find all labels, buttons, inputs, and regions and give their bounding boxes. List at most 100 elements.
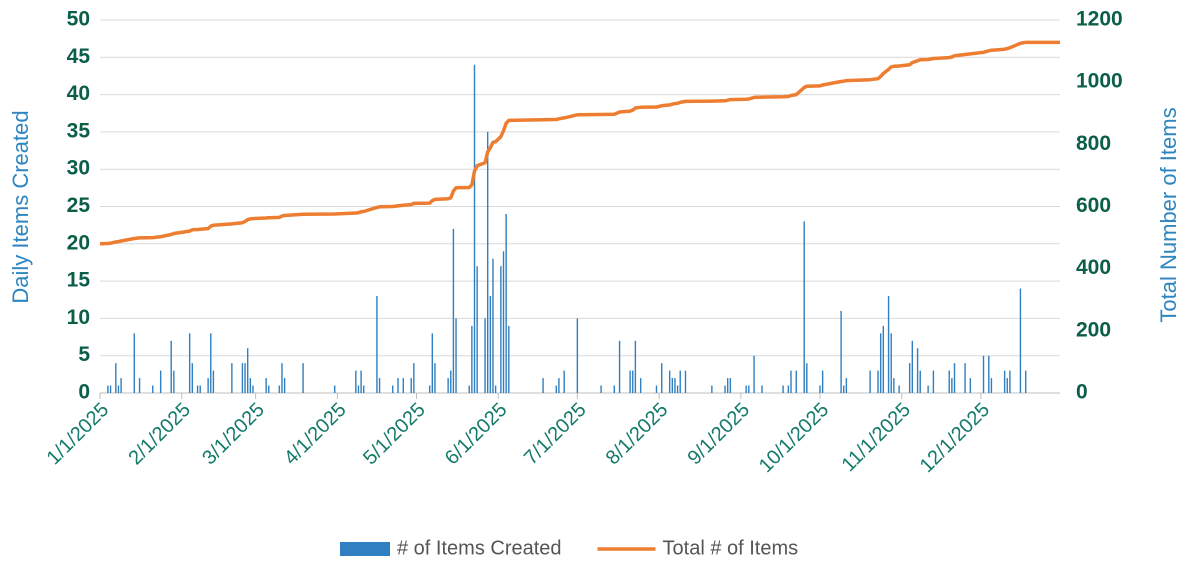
bar: [447, 378, 449, 393]
bar: [969, 378, 972, 393]
y2-tick-label: 1200: [1076, 8, 1123, 31]
bar: [109, 385, 112, 393]
bar: [932, 370, 935, 393]
bar: [982, 355, 985, 393]
bar: [117, 385, 120, 393]
bar: [191, 363, 194, 393]
bar: [887, 296, 890, 393]
bar: [951, 378, 953, 393]
y-tick-label: 30: [67, 157, 90, 180]
bar: [542, 378, 544, 393]
bar: [953, 363, 956, 393]
x-tick-label: 6/1/2025: [441, 399, 512, 470]
bar: [207, 378, 209, 393]
bar: [334, 385, 336, 393]
bar: [1019, 288, 1022, 393]
bar: [919, 370, 921, 393]
bar: [671, 378, 674, 393]
bar: [159, 370, 162, 393]
legend-label: # of Items Created: [397, 537, 562, 559]
bar: [668, 370, 671, 393]
bar: [927, 385, 929, 393]
x-tick-label: 4/1/2025: [280, 399, 351, 470]
bar: [795, 370, 797, 393]
y-tick-label: 5: [78, 343, 90, 366]
bar: [711, 385, 713, 393]
bar: [212, 370, 215, 393]
y2-tick-label: 400: [1076, 256, 1111, 279]
bar: [869, 370, 871, 393]
bar: [489, 296, 492, 393]
bar: [819, 385, 821, 393]
bar: [494, 385, 497, 393]
bar: [1003, 370, 1006, 393]
bar: [911, 340, 914, 393]
bar: [468, 385, 470, 393]
x-tick-label: 5/1/2025: [359, 399, 430, 470]
x-tick-label: 8/1/2025: [602, 399, 673, 470]
bar: [173, 370, 175, 393]
bar: [600, 385, 602, 393]
y2-tick-label: 800: [1076, 132, 1111, 155]
bar: [397, 378, 399, 393]
bar: [115, 363, 117, 393]
bar: [376, 296, 378, 393]
bar: [840, 310, 842, 393]
bar: [484, 318, 486, 393]
y2-tick-label: 0: [1076, 381, 1088, 404]
bar: [410, 378, 412, 393]
bar: [555, 385, 557, 393]
x-tick-label: 1/1/2025: [43, 399, 114, 470]
bar: [729, 378, 732, 393]
bar: [508, 325, 510, 393]
bar: [787, 385, 790, 393]
bar: [908, 363, 911, 393]
bar: [761, 385, 763, 393]
bar: [133, 333, 135, 393]
y-tick-label: 0: [78, 381, 90, 404]
bar: [357, 385, 360, 393]
bar: [676, 385, 679, 393]
bar: [558, 378, 560, 393]
x-tick-label: 12/1/2025: [916, 399, 994, 477]
bar: [782, 385, 784, 393]
bar: [916, 348, 919, 393]
bar: [890, 333, 892, 393]
bar: [360, 370, 362, 393]
bar: [893, 378, 895, 393]
bar: [845, 378, 848, 393]
bar: [790, 370, 792, 393]
bar: [806, 363, 808, 393]
bar: [249, 378, 252, 393]
bar: [452, 228, 455, 393]
x-tick-label: 7/1/2025: [520, 399, 591, 470]
bar: [618, 340, 621, 393]
bar: [877, 370, 879, 393]
bar: [748, 385, 750, 393]
bar: [455, 318, 457, 393]
bar: [471, 325, 473, 393]
bar: [120, 378, 122, 393]
bar: [990, 378, 993, 393]
bar: [505, 213, 507, 393]
x-tick-label: 11/1/2025: [838, 399, 915, 476]
legend-swatch: [340, 542, 390, 556]
bar: [283, 378, 286, 393]
bar: [486, 131, 489, 393]
y-tick-label: 35: [67, 119, 91, 142]
bar: [502, 251, 505, 393]
y2-tick-label: 600: [1076, 194, 1111, 217]
x-tick-label: 10/1/2025: [755, 399, 833, 477]
bar: [679, 370, 681, 393]
bar: [726, 378, 729, 393]
y-tick-label: 10: [67, 306, 90, 329]
bar: [246, 348, 249, 393]
bar: [107, 385, 109, 393]
bar: [655, 385, 658, 393]
bar: [170, 340, 172, 393]
bar: [392, 385, 394, 393]
bar: [898, 385, 900, 393]
x-tick-label: 2/1/2025: [124, 399, 195, 470]
x-tick-label: 3/1/2025: [198, 399, 269, 470]
